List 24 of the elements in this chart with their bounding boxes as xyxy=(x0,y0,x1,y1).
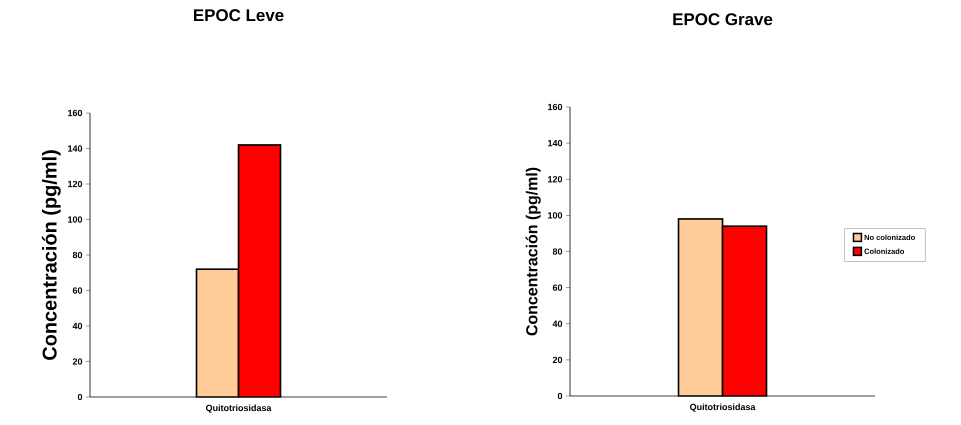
y-tick-label: 60 xyxy=(552,284,562,291)
chart-title: EPOC Leve xyxy=(194,9,284,22)
x-tick-label: Quitotriosidasa xyxy=(206,404,272,413)
y-tick-label: 100 xyxy=(68,216,82,223)
y-tick-label: 20 xyxy=(552,356,562,364)
y-tick-label: 40 xyxy=(552,320,562,327)
y-tick-label: 20 xyxy=(72,358,82,365)
x-tick-label: Quitotriosidasa xyxy=(690,404,756,412)
y-tick-label: 0 xyxy=(78,394,82,400)
y-tick-label: 60 xyxy=(72,287,82,294)
y-tick-label: 0 xyxy=(558,392,562,400)
y-tick-label: 120 xyxy=(68,180,82,188)
y-tick-label: 120 xyxy=(548,176,562,182)
y-axis-title: Concentración (pg/ml) xyxy=(42,150,61,360)
y-tick-label: 160 xyxy=(68,110,82,116)
chart-title: EPOC Grave xyxy=(673,13,772,26)
y-tick-label: 140 xyxy=(548,140,562,146)
y-axis-title: Concentración (pg/ml) xyxy=(526,168,541,336)
y-tick-label: 140 xyxy=(68,145,82,152)
y-tick-label: 40 xyxy=(72,322,82,330)
y-tick-label: 100 xyxy=(548,212,562,219)
y-tick-label: 80 xyxy=(72,252,82,258)
y-tick-label: 80 xyxy=(552,248,562,255)
y-tick-label: 160 xyxy=(548,104,562,110)
